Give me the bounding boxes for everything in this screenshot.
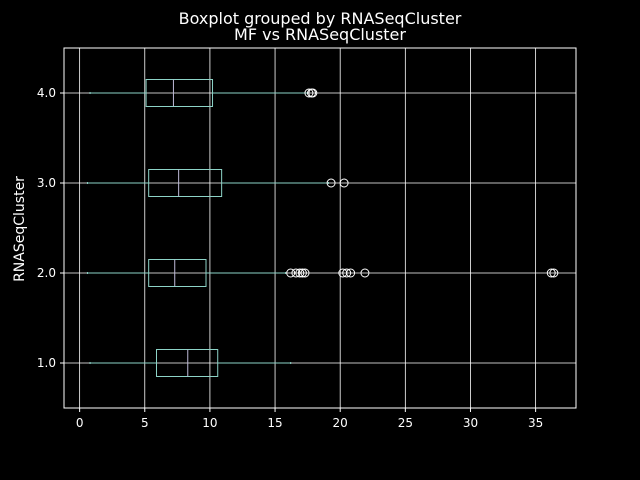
chart-subtitle: MF vs RNASeqCluster [234,25,406,44]
outlier-point [286,268,296,278]
box-iqr [155,349,219,377]
y-tick-label: 2.0 [37,266,56,280]
chart-title: Boxplot grouped by RNASeqCluster [179,9,462,28]
x-tick-label: 30 [463,416,478,430]
outlier-point [304,88,314,98]
x-tick-label: 15 [267,416,282,430]
outlier-point [549,268,559,278]
x-tick-label: 0 [76,416,84,430]
outlier-point [339,178,349,188]
x-tick-label: 25 [398,416,413,430]
x-tick-label: 10 [202,416,217,430]
outlier-point [297,268,307,278]
outlier-point [326,178,336,188]
outlier-point [295,268,305,278]
plot-area: 0 5 10 15 20 25 30 35 1.0 2.0 3.0 4.0 [37,47,577,430]
outlier-point [360,268,370,278]
y-tick-label: 4.0 [37,86,56,100]
outlier-point [300,268,310,278]
outlier-point [342,268,352,278]
y-tick-label: 3.0 [37,176,56,190]
x-tick-label: 35 [528,416,543,430]
x-tick-label: 20 [333,416,348,430]
box-iqr [145,79,214,107]
outlier-point [546,268,556,278]
outlier-point [346,268,356,278]
y-axis-label: RNASeqCluster [12,176,28,282]
outlier-point [291,268,301,278]
box-iqr [148,259,207,287]
x-tick-label: 5 [141,416,149,430]
outlier-point [308,88,318,98]
y-tick-label: 1.0 [37,356,56,370]
box-iqr [148,169,223,197]
axes-frame [63,47,577,409]
